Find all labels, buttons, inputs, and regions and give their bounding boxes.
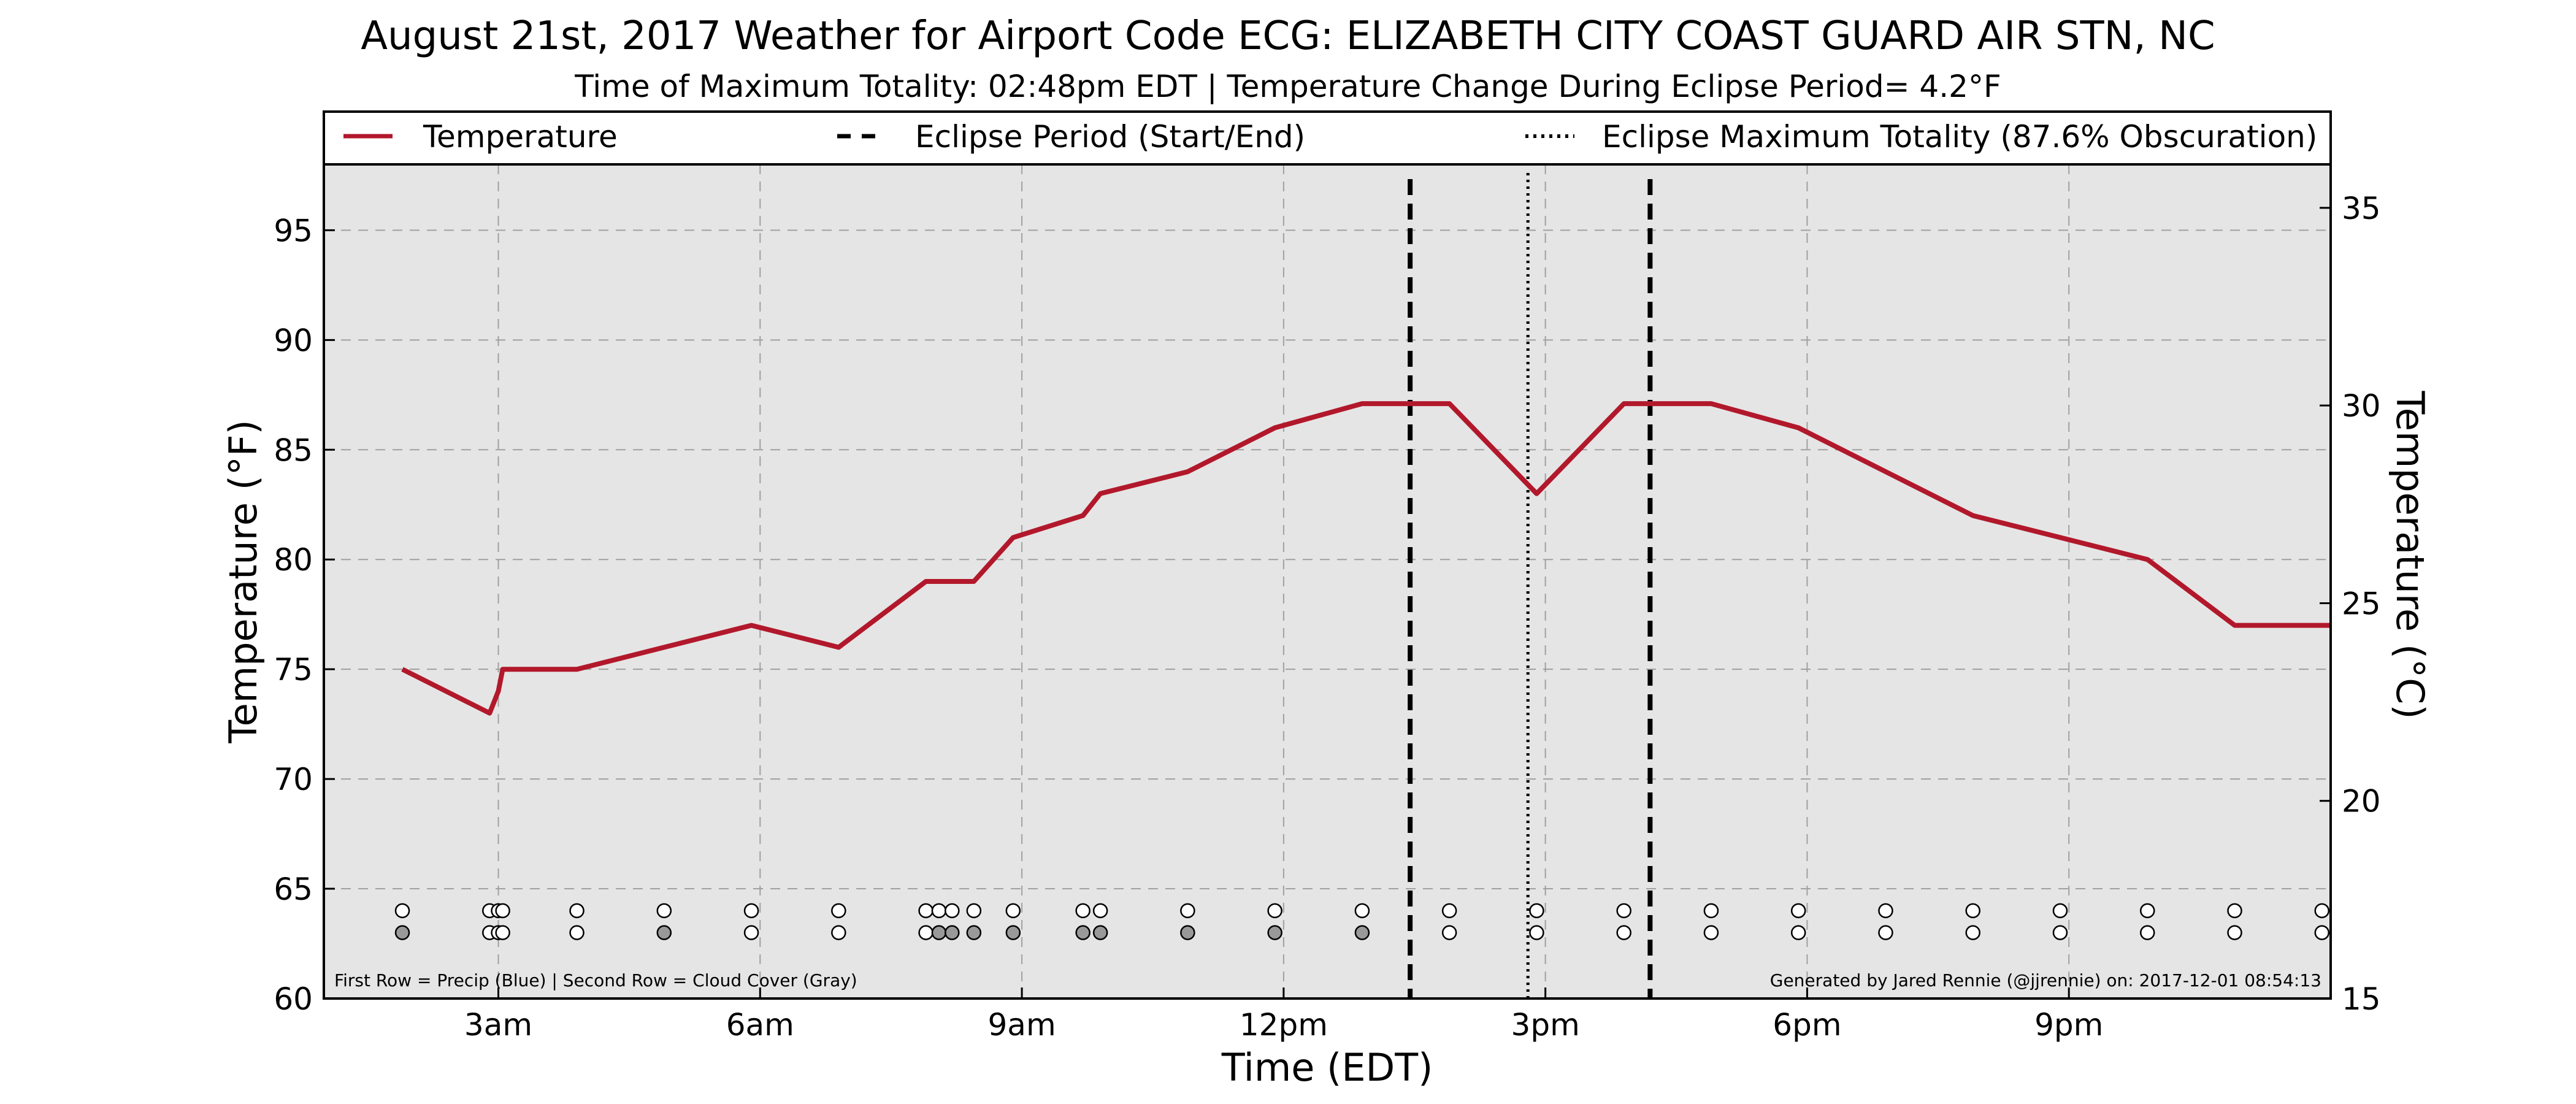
- temperature-line: [401, 401, 2331, 716]
- y-right-tick-label: 20: [2342, 784, 2381, 819]
- precip-marker: [1616, 903, 1631, 919]
- cloud-cover-marker: [2052, 925, 2068, 940]
- y-tick-label: 95: [274, 213, 313, 248]
- footnote-left: First Row = Precip (Blue) | Second Row =…: [334, 970, 857, 991]
- cloud-cover-marker: [1790, 925, 1806, 940]
- cloud-cover-marker: [918, 925, 933, 940]
- cloud-cover-marker: [1005, 925, 1021, 940]
- y-right-tick-label: 15: [2342, 981, 2381, 1017]
- cloud-cover-marker: [945, 925, 960, 940]
- precip-marker: [2052, 903, 2068, 919]
- y-tick-label: 70: [274, 762, 313, 797]
- cloud-cover-marker: [1529, 925, 1544, 940]
- cloud-cover-marker: [743, 925, 759, 940]
- axes: 60 65 70 75 80 85 90 95 15 20 25 30 35 3am 6am 9am 12pm 3…: [274, 191, 2380, 1043]
- cloud-cover-marker: [569, 925, 585, 940]
- legend-item-temperature: Temperature: [343, 119, 618, 155]
- cloud-cover-marker: [2314, 925, 2330, 940]
- cloud-cover-marker: [1180, 925, 1195, 940]
- precip-marker: [945, 903, 960, 919]
- cloud-cover-marker: [1092, 925, 1108, 940]
- y-tick-label: 60: [274, 981, 313, 1017]
- chart-subtitle: Time of Maximum Totality: 02:48pm EDT | …: [574, 69, 2001, 104]
- legend-item-eclipse-period: Eclipse Period (Start/End): [837, 119, 1305, 155]
- precip-marker: [2314, 903, 2330, 919]
- cloud-cover-marker: [931, 925, 947, 940]
- legend: Temperature Eclipse Period (Start/End) E…: [323, 110, 2332, 166]
- precip-marker: [1180, 903, 1195, 919]
- y-right-tick-label: 35: [2342, 191, 2381, 226]
- precip-marker: [1267, 903, 1282, 919]
- precip-marker: [1965, 903, 1980, 919]
- plot-area: First Row = Precip (Blue) | Second Row =…: [323, 110, 2332, 1000]
- precip-marker: [1441, 903, 1457, 919]
- x-tick-label: 9am: [988, 1007, 1056, 1043]
- y-tick-label: 75: [274, 652, 313, 688]
- precip-marker: [394, 903, 410, 919]
- cloud-cover-marker: [1878, 925, 1893, 940]
- precip-marker: [656, 903, 672, 919]
- precip-marker: [966, 903, 982, 919]
- precip-marker: [1790, 903, 1806, 919]
- precip-marker: [2140, 903, 2155, 919]
- cloud-cover-marker: [1616, 925, 1631, 940]
- cloud-cover-marker: [495, 925, 510, 940]
- cloud-cover-marker: [2140, 925, 2155, 940]
- precip-marker: [1005, 903, 1021, 919]
- precip-marker: [569, 903, 585, 919]
- x-axis-label: Time (EDT): [1221, 1045, 1433, 1090]
- precip-marker: [831, 903, 846, 919]
- cloud-cover-marker: [1267, 925, 1282, 940]
- gridlines: [324, 164, 2331, 999]
- precip-marker: [1529, 903, 1544, 919]
- precip-marker: [1354, 903, 1370, 919]
- x-tick-label: 3pm: [1511, 1007, 1580, 1043]
- plot-background: [324, 164, 2331, 999]
- precip-marker: [495, 903, 510, 919]
- cloud-cover-marker: [1354, 925, 1370, 940]
- x-tick-label: 6pm: [1773, 1007, 1841, 1043]
- cloud-cover-marker: [656, 925, 672, 940]
- precip-marker: [931, 903, 947, 919]
- cloud-cover-marker: [1703, 925, 1719, 940]
- y-tick-label: 80: [274, 542, 313, 578]
- footnote-right: Generated by Jared Rennie (@jjrennie) on…: [1770, 970, 2321, 991]
- precip-cloud-markers: [394, 903, 2330, 940]
- cloud-cover-marker: [831, 925, 846, 940]
- legend-box: [323, 110, 2332, 166]
- cloud-cover-marker: [1441, 925, 1457, 940]
- x-tick-label: 12pm: [1240, 1007, 1328, 1043]
- x-tick-label: 6am: [726, 1007, 794, 1043]
- legend-temperature-label: Temperature: [423, 119, 618, 155]
- precip-marker: [1092, 903, 1108, 919]
- legend-item-eclipse-max: Eclipse Maximum Totality (87.6% Obscurat…: [1525, 119, 2317, 155]
- y-right-tick-label: 30: [2342, 388, 2381, 424]
- y-tick-label: 90: [274, 323, 313, 358]
- y-right-tick-label: 25: [2342, 586, 2381, 621]
- y-axis-label-right: Temperature (°C): [2388, 390, 2432, 719]
- precip-marker: [918, 903, 933, 919]
- precip-marker: [1703, 903, 1719, 919]
- cloud-cover-marker: [2227, 925, 2242, 940]
- precip-marker: [743, 903, 759, 919]
- y-tick-label: 65: [274, 872, 313, 907]
- legend-eclipse-period-label: Eclipse Period (Start/End): [915, 119, 1305, 155]
- cloud-cover-marker: [1075, 925, 1091, 940]
- y-tick-label: 85: [274, 432, 313, 468]
- precip-marker: [1075, 903, 1091, 919]
- x-tick-label: 3am: [464, 1007, 532, 1043]
- eclipse-lines: [1408, 173, 1653, 999]
- cloud-cover-marker: [966, 925, 982, 940]
- x-tick-label: 9pm: [2034, 1007, 2103, 1043]
- precip-marker: [2227, 903, 2242, 919]
- y-axis-label: Temperature (°F): [221, 420, 266, 743]
- cloud-cover-marker: [394, 925, 410, 940]
- legend-eclipse-max-label: Eclipse Maximum Totality (87.6% Obscurat…: [1602, 119, 2317, 155]
- chart-title: August 21st, 2017 Weather for Airport Co…: [361, 13, 2215, 59]
- cloud-cover-marker: [1965, 925, 1980, 940]
- precip-marker: [1878, 903, 1893, 919]
- temperature-series: [401, 401, 2331, 716]
